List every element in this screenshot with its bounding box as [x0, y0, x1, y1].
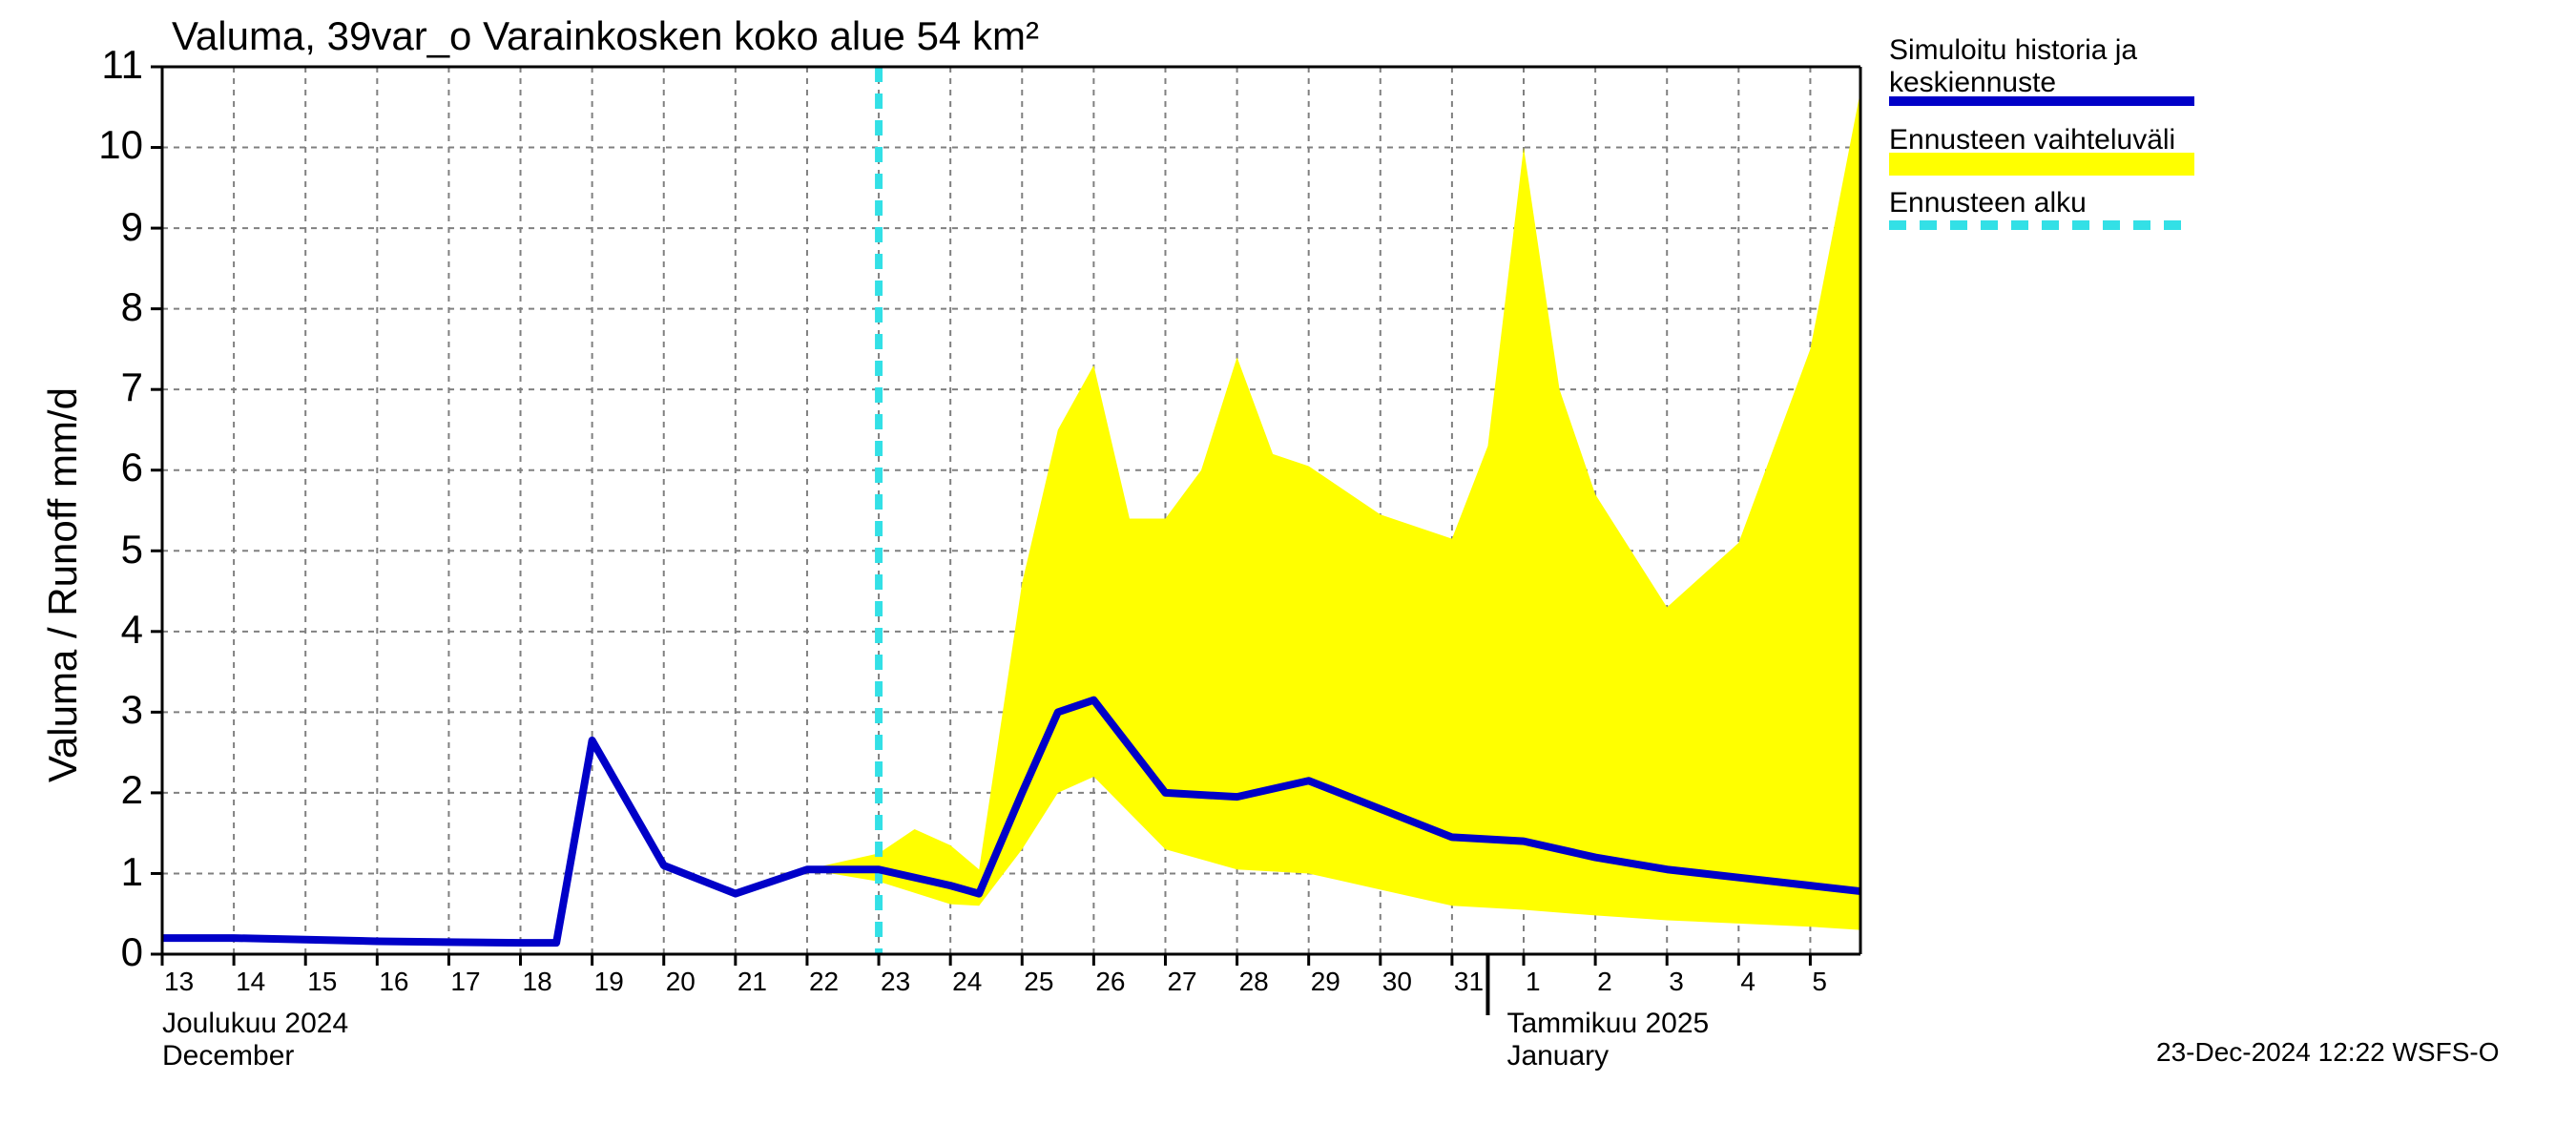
- y-tick-label: 1: [90, 850, 143, 896]
- x-tick-label: 13: [164, 966, 194, 996]
- x-tick-label: 24: [952, 966, 982, 996]
- x-tick-label: 15: [307, 966, 337, 996]
- x-tick-label: 19: [594, 966, 624, 996]
- x-tick-label: 17: [450, 966, 480, 996]
- y-tick-label: 2: [90, 770, 143, 816]
- x-tick-label: 28: [1239, 966, 1269, 996]
- x-tick-label: 4: [1740, 966, 1755, 996]
- legend-item-3-line1: Ennusteen alku: [1889, 187, 2087, 220]
- x-tick-label: 21: [737, 966, 767, 996]
- x-tick-label: 20: [666, 966, 696, 996]
- x-tick-label: 18: [523, 966, 552, 996]
- x-tick-label: 31: [1454, 966, 1484, 996]
- x-tick-label: 1: [1526, 966, 1541, 996]
- legend-item-1-line1: Simuloitu historia ja: [1889, 34, 2137, 68]
- y-tick-label: 7: [90, 366, 143, 412]
- y-tick-label: 10: [90, 125, 143, 171]
- y-tick-label: 6: [90, 448, 143, 493]
- y-tick-label: 3: [90, 689, 143, 735]
- x-tick-label: 2: [1597, 966, 1612, 996]
- month-right-2: January: [1506, 1040, 1609, 1072]
- x-tick-label: 23: [881, 966, 910, 996]
- x-tick-label: 22: [809, 966, 839, 996]
- month-left-2: December: [162, 1040, 294, 1072]
- x-tick-label: 16: [379, 966, 408, 996]
- month-right-1: Tammikuu 2025: [1506, 1008, 1709, 1040]
- month-left-1: Joulukuu 2024: [162, 1008, 348, 1040]
- y-axis-label: Valuma / Runoff mm/d: [42, 387, 88, 782]
- legend-item-1-line2: keskiennuste: [1889, 67, 2056, 100]
- x-tick-label: 30: [1382, 966, 1412, 996]
- y-tick-label: 5: [90, 528, 143, 573]
- y-tick-label: 4: [90, 609, 143, 655]
- legend-item-2-line1: Ennusteen vaihteluväli: [1889, 124, 2175, 157]
- x-tick-label: 14: [236, 966, 265, 996]
- y-tick-label: 11: [90, 44, 143, 90]
- x-tick-label: 27: [1167, 966, 1196, 996]
- x-tick-label: 25: [1024, 966, 1053, 996]
- y-tick-label: 0: [90, 931, 143, 977]
- chart-title: Valuma, 39var_o Varainkosken koko alue 5…: [172, 15, 1039, 61]
- x-tick-label: 29: [1311, 966, 1340, 996]
- footer-text: 23-Dec-2024 12:22 WSFS-O: [2156, 1036, 2500, 1067]
- x-tick-label: 3: [1669, 966, 1684, 996]
- x-tick-label: 26: [1095, 966, 1125, 996]
- y-tick-label: 8: [90, 286, 143, 332]
- y-tick-label: 9: [90, 205, 143, 251]
- x-tick-label: 5: [1812, 966, 1827, 996]
